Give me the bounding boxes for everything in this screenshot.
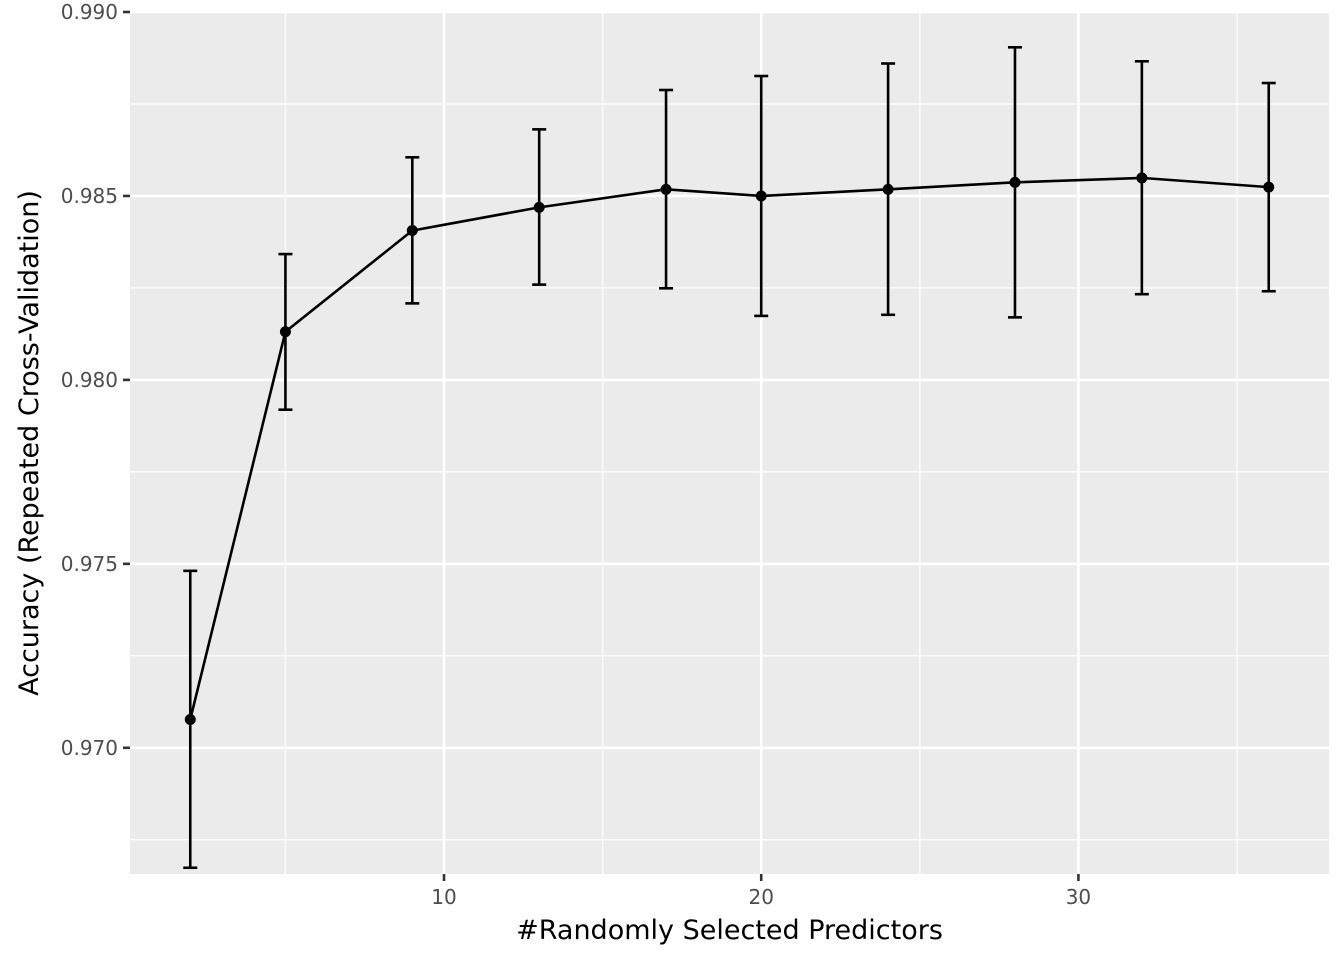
data-point — [1136, 172, 1148, 184]
y-axis-tick-labels: 0.970 0.975 0.980 0.985 0.990 — [61, 0, 118, 760]
y-tick-label: 0.980 — [61, 368, 118, 392]
data-point — [533, 201, 545, 213]
data-point — [279, 326, 291, 338]
x-tick-label: 30 — [1066, 885, 1091, 909]
x-axis-title: #Randomly Selected Predictors — [516, 915, 943, 946]
minor-gridlines — [130, 12, 1329, 874]
plot-panel — [130, 12, 1329, 874]
x-axis-tick-labels: 10 20 30 — [431, 885, 1091, 909]
data-points — [184, 172, 1275, 725]
y-tick-label: 0.970 — [61, 736, 118, 760]
data-point — [660, 183, 672, 195]
axis-ticks — [123, 10, 1080, 881]
y-tick-label: 0.985 — [61, 184, 118, 208]
data-point — [406, 225, 418, 237]
data-point — [755, 190, 767, 202]
x-tick-label: 10 — [431, 885, 456, 909]
x-tick-label: 20 — [748, 885, 773, 909]
data-point — [1263, 181, 1275, 193]
data-point — [1009, 176, 1021, 188]
data-point — [882, 183, 894, 195]
y-tick-label: 0.975 — [61, 552, 118, 576]
series-line — [189, 176, 1269, 720]
data-point — [184, 713, 196, 725]
y-tick-label: 0.990 — [61, 0, 118, 24]
y-axis-title: Accuracy (Repeated Cross-Validation) — [14, 190, 45, 696]
